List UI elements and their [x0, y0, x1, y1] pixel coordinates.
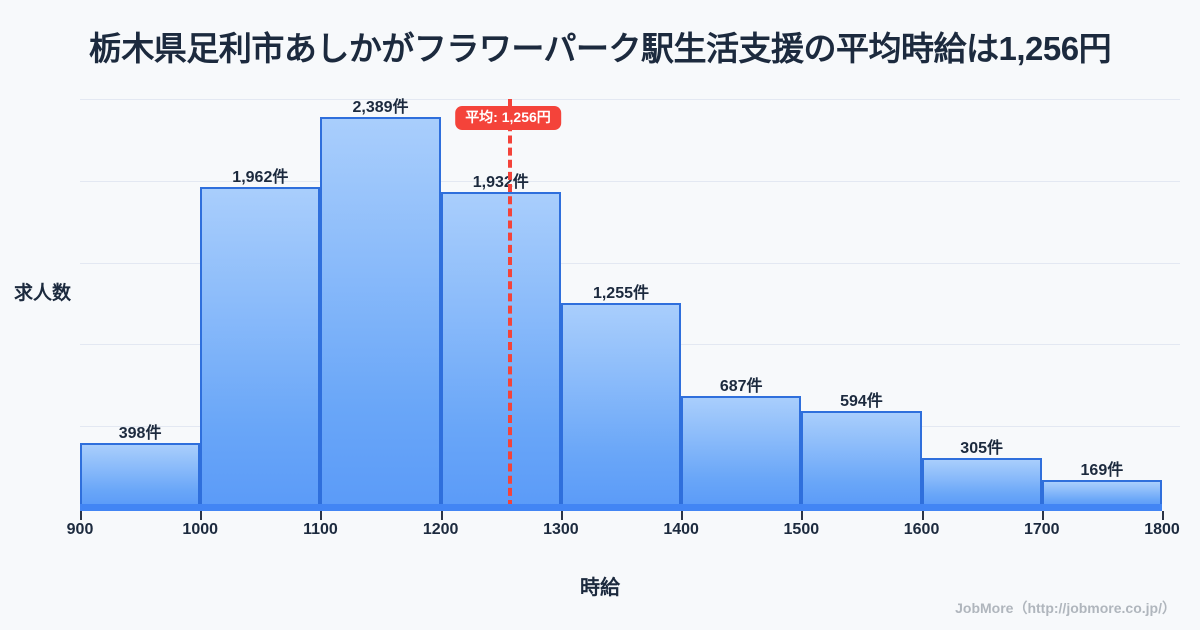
- gridline: [80, 262, 1180, 264]
- bar[interactable]: [320, 117, 441, 508]
- bar-value-label: 1,962件: [232, 169, 289, 187]
- y-axis-label: 求人数: [14, 283, 72, 304]
- x-axis-tick: [200, 511, 203, 520]
- average-dashed-line: [507, 99, 512, 508]
- x-axis-tick: [1041, 511, 1044, 520]
- x-axis-tick: [320, 511, 323, 520]
- x-axis-tick-label: 1400: [663, 521, 699, 538]
- bar[interactable]: [560, 302, 682, 508]
- bar-value-label: 1,932件: [472, 173, 529, 191]
- x-axis-tick-label: 1000: [182, 521, 219, 538]
- footer-credit: JobMore（http://jobmore.co.jp/）: [955, 600, 1176, 616]
- x-axis-tick: [801, 511, 804, 520]
- x-axis-tick: [560, 511, 563, 520]
- x-axis-tick: [681, 511, 684, 520]
- x-axis-tick: [440, 511, 443, 520]
- bar-value-label: 305件: [960, 440, 1003, 458]
- bar-value-label: 169件: [1080, 462, 1124, 480]
- bar[interactable]: [440, 191, 561, 508]
- average-badge: 平均: 1,256円: [455, 106, 561, 131]
- x-axis-tick-label: 900: [66, 521, 94, 538]
- bar-value-label: 398件: [118, 424, 162, 442]
- gridline: [80, 180, 1180, 182]
- x-axis-line: [80, 504, 1162, 511]
- x-axis-tick-label: 1700: [1023, 521, 1060, 538]
- x-axis-tick-label: 1800: [1144, 521, 1180, 538]
- bar-value-label: 1,255件: [592, 284, 649, 302]
- x-axis-tick: [1162, 511, 1164, 520]
- bar[interactable]: [80, 442, 201, 508]
- bar-value-label: 687件: [719, 377, 763, 395]
- x-axis-label: 時給: [580, 577, 620, 599]
- bar[interactable]: [681, 395, 802, 508]
- x-axis-tick-label: 1300: [543, 521, 579, 538]
- chart-title: 栃木県足利市あしかがフラワーパーク駅生活支援の平均時給は1,256円: [88, 30, 1112, 67]
- bar-value-label: 2,389件: [352, 99, 409, 117]
- plot-area: 398件 1,962件 2,389件 1,932件 1,255件 687件 594件 305件…: [80, 99, 1180, 508]
- x-axis-tick-label: 1500: [783, 521, 820, 538]
- x-axis-tick-label: 1100: [303, 521, 338, 538]
- bar[interactable]: [801, 410, 922, 508]
- x-axis-tick: [921, 511, 924, 520]
- x-axis-tick-label: 1200: [422, 521, 459, 538]
- bar-value-label: 594件: [840, 392, 883, 410]
- gridline: [80, 99, 1180, 100]
- bar[interactable]: [200, 187, 321, 508]
- bar[interactable]: [921, 458, 1042, 508]
- x-axis-tick: [80, 511, 82, 520]
- x-axis-tick-label: 1600: [903, 521, 940, 538]
